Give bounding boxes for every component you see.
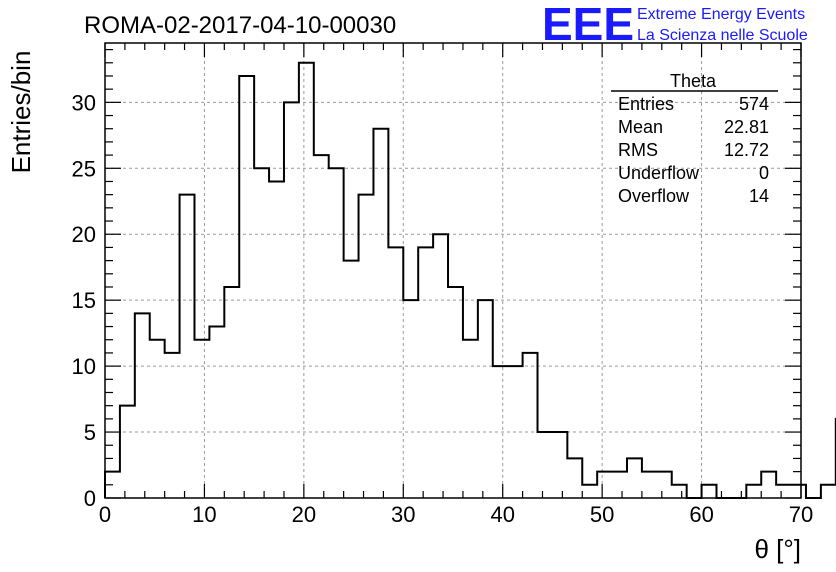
histogram-bin <box>180 195 195 498</box>
x-tick-label: 20 <box>292 502 316 527</box>
eee-logo-line1: Extreme Energy Events <box>637 6 805 23</box>
stats-row-value: 12.72 <box>724 140 769 160</box>
histogram-bin <box>567 458 582 498</box>
histogram-bin <box>135 313 150 498</box>
stats-row-label: Mean <box>618 117 663 137</box>
histogram-bin <box>627 458 642 498</box>
histogram-bin <box>657 472 672 498</box>
x-tick-label: 0 <box>99 502 111 527</box>
x-tick-label: 60 <box>689 502 713 527</box>
y-axis-title: Entries/bin <box>6 51 36 174</box>
axis-ticks <box>104 43 802 499</box>
stats-row-value: 0 <box>759 163 769 183</box>
tick-labels: 0 10 20 30 40 50 60 70 0 5 10 15 20 25 30 <box>72 90 814 527</box>
eee-logo: EEE Extreme Energy Events La Scienza nel… <box>542 0 808 50</box>
stats-row-label: Underflow <box>618 163 700 183</box>
stats-row-value: 22.81 <box>724 117 769 137</box>
y-tick-label: 30 <box>72 90 96 115</box>
stats-row-label: Overflow <box>618 186 690 206</box>
histogram-bin <box>359 195 374 498</box>
chart-title: ROMA-02-2017-04-10-00030 <box>84 12 396 39</box>
histogram-bin <box>612 472 627 498</box>
histogram-bin <box>373 129 388 498</box>
histogram-bin <box>418 247 433 498</box>
y-tick-label: 15 <box>72 288 96 313</box>
stats-row-value: 14 <box>749 186 769 206</box>
stats-row-label: RMS <box>618 140 658 160</box>
stats-row-value: 574 <box>739 94 769 114</box>
histogram-bin <box>150 340 165 498</box>
histogram-bin <box>776 485 791 498</box>
histogram-bin <box>538 432 553 498</box>
histogram-bin <box>642 472 657 498</box>
x-tick-label: 50 <box>590 502 614 527</box>
histogram-bin <box>269 181 284 498</box>
histogram-bin <box>448 287 463 498</box>
histogram-bin <box>463 340 478 498</box>
histogram-bin <box>299 63 314 498</box>
eee-logo-mark: EEE <box>542 0 634 50</box>
histogram-bin <box>120 406 135 498</box>
y-tick-label: 5 <box>84 420 96 445</box>
histogram-bin <box>523 353 538 498</box>
x-tick-label: 40 <box>490 502 514 527</box>
histogram-bin <box>194 340 209 498</box>
histogram-bin <box>329 168 344 498</box>
histogram-bin <box>165 353 180 498</box>
histogram-bin <box>597 472 612 498</box>
histogram-bin <box>761 472 776 498</box>
x-tick-label: 30 <box>391 502 415 527</box>
histogram-bin <box>209 327 224 498</box>
stats-box-title: Theta <box>670 71 717 91</box>
histogram-bin <box>672 485 687 498</box>
histogram-bin <box>746 485 761 498</box>
histogram-bin <box>224 287 239 498</box>
x-tick-label: 70 <box>789 502 813 527</box>
x-axis-title: θ [°] <box>754 534 801 564</box>
histogram-bin <box>314 155 329 498</box>
y-tick-label: 20 <box>72 222 96 247</box>
histogram-bin <box>254 168 269 498</box>
x-tick-label: 10 <box>192 502 216 527</box>
histogram-bin <box>821 485 836 498</box>
histogram-bin <box>388 247 403 498</box>
histogram-bin <box>344 261 359 498</box>
y-tick-label: 10 <box>72 354 96 379</box>
eee-logo-line2: La Scienza nelle Scuole <box>637 27 808 44</box>
histogram-bin <box>582 485 597 498</box>
histogram-bin <box>552 432 567 498</box>
histogram-bin <box>702 485 717 498</box>
grid-lines <box>105 43 801 498</box>
histogram-bin <box>791 485 806 498</box>
stats-box: Theta Entries 574 Mean 22.81 RMS 12.72 Underfl… <box>611 71 778 206</box>
y-tick-label: 0 <box>84 486 96 511</box>
stats-row-label: Entries <box>618 94 674 114</box>
histogram-bin <box>239 76 254 498</box>
histogram-bin <box>403 300 418 498</box>
y-tick-label: 25 <box>72 156 96 181</box>
histogram-bin <box>478 300 493 498</box>
plot-frame <box>104 42 802 499</box>
